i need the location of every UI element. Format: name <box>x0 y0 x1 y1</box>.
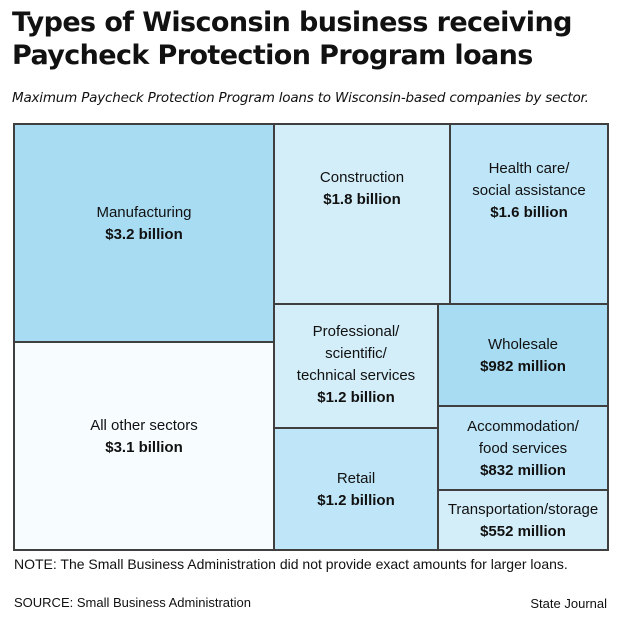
treemap-rect-wholesale <box>437 303 609 407</box>
treemap-value-professional: $1.2 billion <box>317 389 395 406</box>
treemap-value-manufacturing: $3.2 billion <box>105 226 183 243</box>
treemap-cell-health-care: Health care/social assistance $1.6 billio… <box>449 123 609 305</box>
treemap-rect-health-care <box>449 123 609 305</box>
treemap-label-transportation-storage: Transportation/storage <box>448 501 598 518</box>
treemap-rect-accommodation <box>437 405 609 491</box>
treemap-cell-retail: Retail $1.2 billion <box>273 427 439 551</box>
treemap-cell-accommodation: Accommodation/food services $832 million <box>437 405 609 491</box>
treemap-label-accommodation: Accommodation/food services <box>467 418 580 457</box>
treemap-rect-all-other-sectors <box>13 341 275 551</box>
chart-title: Types of Wisconsin business receiving Pa… <box>12 7 572 71</box>
source-line: SOURCE: Small Business Administration <box>14 595 251 610</box>
treemap-rect-professional <box>273 303 439 429</box>
treemap-label-manufacturing: Manufacturing <box>96 204 191 221</box>
treemap-rect-manufacturing <box>13 123 275 343</box>
treemap-rect-retail <box>273 427 439 551</box>
treemap-cell-all-other-sectors: All other sectors $3.1 billion <box>13 341 275 551</box>
treemap-value-transportation-storage: $552 million <box>480 523 566 540</box>
treemap-cell-wholesale: Wholesale $982 million <box>437 303 609 407</box>
treemap-cell-manufacturing: Manufacturing $3.2 billion <box>13 123 275 343</box>
treemap-cell-transportation-storage: Transportation/storage $552 million <box>437 489 609 551</box>
treemap-rect-transportation-storage <box>437 489 609 551</box>
treemap-label-professional: Professional/scientific/technical servic… <box>297 323 415 384</box>
treemap-cell-professional: Professional/scientific/technical servic… <box>273 303 439 429</box>
treemap-value-all-other-sectors: $3.1 billion <box>105 439 183 456</box>
treemap-rect-construction <box>273 123 451 305</box>
chart-subtitle: Maximum Paycheck Protection Program loan… <box>12 90 589 106</box>
treemap-label-all-other-sectors: All other sectors <box>90 417 198 434</box>
treemap-value-wholesale: $982 million <box>480 358 566 375</box>
treemap-value-construction: $1.8 billion <box>323 191 401 208</box>
treemap-label-wholesale: Wholesale <box>488 336 558 353</box>
footnote: NOTE: The Small Business Administration … <box>14 556 568 572</box>
treemap-label-health-care: Health care/social assistance <box>472 160 585 199</box>
treemap-value-health-care: $1.6 billion <box>490 204 568 221</box>
treemap-label-retail: Retail <box>337 470 375 487</box>
treemap-value-accommodation: $832 million <box>480 462 566 479</box>
treemap-value-retail: $1.2 billion <box>317 492 395 509</box>
treemap-label-construction: Construction <box>320 169 404 186</box>
treemap-cell-construction: Construction $1.8 billion <box>273 123 451 305</box>
publisher-credit: State Journal <box>530 596 607 611</box>
